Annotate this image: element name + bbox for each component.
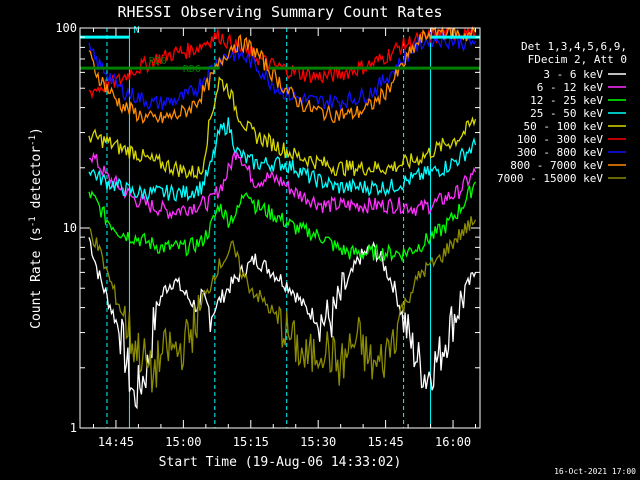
series-8 (88, 216, 477, 393)
legend-entry-label: 7000 - 15000 keV (497, 172, 603, 185)
plot-area: N RD0 RD6 (79, 25, 481, 428)
y-axis-ticks: 1 10 100 (55, 21, 480, 435)
x-tick-label: 15:15 (233, 435, 269, 449)
timestamp: 16-Oct-2021 17:00 (554, 467, 636, 476)
x-tick-label: 14:45 (98, 435, 134, 449)
legend-entry-label: 300 - 800 keV (517, 146, 603, 159)
series-1 (88, 150, 477, 220)
legend-entry-label: 12 - 25 keV (530, 94, 603, 107)
series-3 (88, 117, 477, 203)
series-line (88, 26, 477, 125)
legend-entry-label: 50 - 100 keV (524, 120, 604, 133)
x-tick-label: 15:00 (165, 435, 201, 449)
legend-entry-label: 3 - 6 keV (543, 68, 603, 81)
y-tick-label: 1 (70, 421, 77, 435)
series-line (88, 150, 477, 220)
x-axis-label: Start Time (19-Aug-06 14:33:02) (159, 455, 402, 470)
legend-entry-label: 100 - 300 keV (517, 133, 603, 146)
y-tick-label: 100 (55, 21, 77, 35)
series-line (88, 216, 477, 393)
legend-entry-label: 25 - 50 keV (530, 107, 603, 120)
series-4 (88, 76, 477, 180)
y-axis-label: Count Rate (s-1 detector-1) (28, 127, 44, 329)
legend-header-line-2: FDecim 2, Att 0 (528, 53, 627, 66)
annotation-attenuator-bar: RD6 (178, 64, 220, 75)
series-5 (88, 26, 477, 100)
y-tick-label: 10 (63, 221, 77, 235)
x-axis-ticks: 14:45 15:00 15:15 15:30 15:45 16:00 (92, 28, 477, 449)
series-line (88, 181, 477, 263)
annotation-label: N (133, 25, 139, 36)
series-line (88, 237, 477, 410)
legend-entry-label: 800 - 7000 keV (510, 159, 603, 172)
x-tick-label: 16:00 (435, 435, 471, 449)
series-line (88, 26, 477, 100)
legend-entry-label: 6 - 12 keV (537, 81, 604, 94)
annotation-label: RD0 (149, 56, 167, 67)
legend-header-line-1: Det 1,3,4,5,6,9, (521, 40, 627, 53)
annotation-attenuator-bar: RD0 (80, 56, 480, 70)
annotation-label: RD6 (183, 64, 201, 75)
chart-title: RHESSI Observing Summary Count Rates (117, 3, 442, 21)
legend: Det 1,3,4,5,6,9, FDecim 2, Att 0 3 - 6 k… (497, 40, 627, 185)
series-2 (88, 181, 477, 263)
series-line (88, 117, 477, 203)
x-tick-label: 15:30 (300, 435, 336, 449)
x-tick-label: 15:45 (368, 435, 404, 449)
series-7 (88, 26, 477, 125)
series-line (88, 76, 477, 180)
series-0 (88, 237, 477, 410)
annotation-night-bar: N (80, 25, 480, 39)
